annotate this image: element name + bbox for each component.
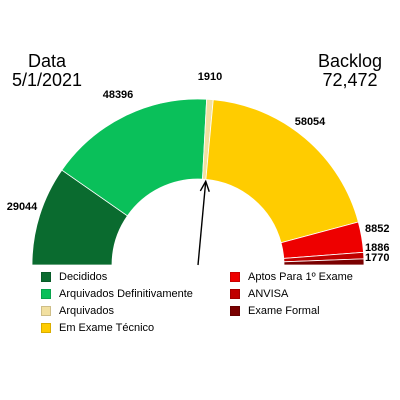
legend-swatch [230, 305, 240, 316]
legend-swatch [230, 288, 240, 299]
legend-item: Decididos [41, 268, 193, 285]
legend-label: Decididos [59, 270, 108, 283]
date-value: 5/1/2021 [12, 70, 83, 90]
legend-right: Aptos Para 1º Exame ANVISA Exame Formal [230, 268, 353, 319]
gauge-pointer-arrow [197, 179, 210, 266]
slice-value-label-anvisa: 1886 [365, 242, 389, 254]
backlog-block: Backlog 72,472 [318, 52, 382, 90]
legend-label: Aptos Para 1º Exame [248, 270, 353, 283]
legend-swatch [41, 271, 51, 282]
legend-item: Arquivados [41, 302, 193, 319]
gauge-slice-em-exame-tecnico [205, 99, 359, 244]
legend-swatch [41, 305, 51, 316]
slice-value-label-aptos-para-1-exame: 8852 [365, 223, 389, 235]
backlog-value: 72,472 [322, 70, 378, 90]
legend-label: ANVISA [248, 287, 289, 300]
legend-label: Arquivados [59, 304, 115, 317]
legend-label: Arquivados Definitivamente [59, 287, 193, 300]
date-label: Data [28, 51, 67, 71]
slice-value-label-exame-formal: 1770 [365, 252, 389, 264]
slice-value-label-arquivados: 1910 [198, 71, 222, 83]
legend-item: Arquivados Definitivamente [41, 285, 193, 302]
legend-swatch [230, 271, 240, 282]
legend-item: Aptos Para 1º Exame [230, 268, 353, 285]
legend-label: Exame Formal [248, 304, 320, 317]
slice-value-label-decididos: 29044 [7, 201, 38, 213]
legend-item: Em Exame Técnico [41, 319, 193, 336]
slice-value-label-em-exame-tecnico: 58054 [295, 116, 326, 128]
gauge-slice-exame-formal [283, 258, 365, 266]
legend-item: Exame Formal [230, 302, 353, 319]
legend-label: Em Exame Técnico [59, 321, 155, 334]
slice-value-label-arquivados-definitivamente: 48396 [103, 89, 134, 101]
legend-swatch [41, 322, 51, 333]
legend-item: ANVISA [230, 285, 353, 302]
backlog-label: Backlog [317, 51, 382, 71]
legend-left: Decididos Arquivados Definitivamente Arq… [41, 268, 193, 336]
date-block: Data 5/1/2021 [12, 52, 82, 90]
legend-swatch [41, 288, 51, 299]
